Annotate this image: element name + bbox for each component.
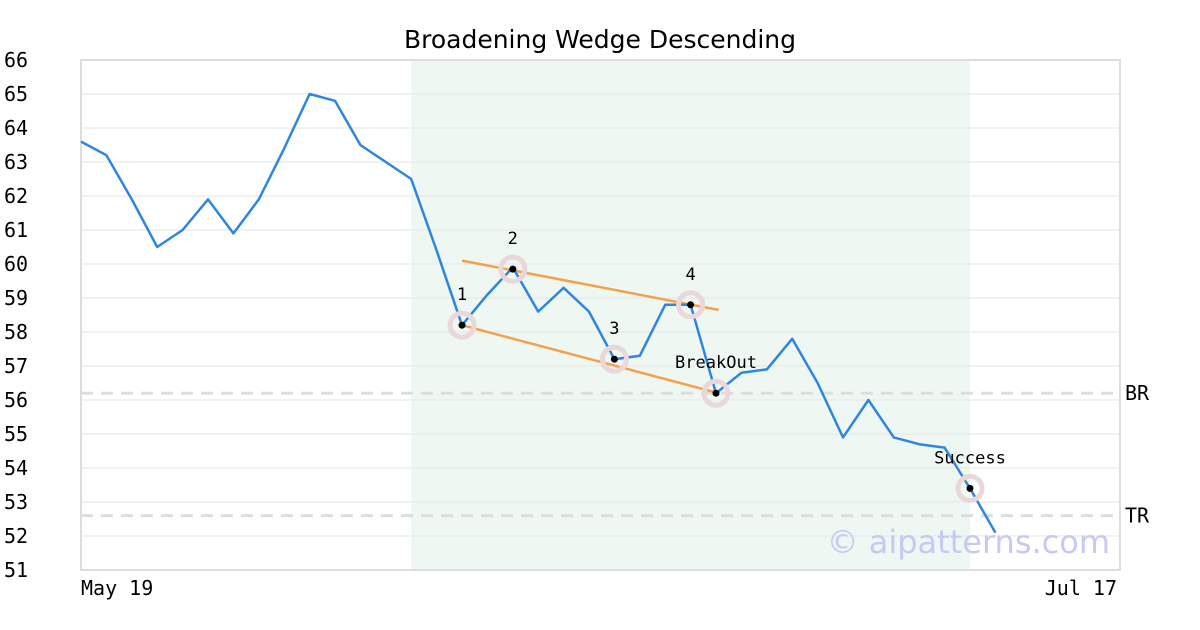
- grid-lines: [81, 59, 1120, 571]
- point-label: 3: [609, 319, 619, 339]
- y-tick-label: 51: [4, 558, 28, 582]
- watermark-text: © aipatterns.com: [827, 523, 1110, 561]
- point-label: Success: [934, 448, 1006, 468]
- price-line: [80, 92, 997, 534]
- point-label: 1: [457, 285, 467, 305]
- y-tick-label: 62: [4, 184, 28, 208]
- reference-label-br: BR: [1125, 381, 1150, 405]
- y-tick-label: 58: [4, 320, 28, 344]
- y-tick-label: 53: [4, 490, 28, 514]
- point-marker: [610, 355, 618, 363]
- point-marker: [509, 265, 517, 273]
- y-tick-label: 54: [4, 456, 28, 480]
- point-halo: [955, 473, 985, 503]
- y-tick-label: 55: [4, 422, 28, 446]
- y-tick-label: 57: [4, 354, 28, 378]
- point-marker: [687, 301, 695, 309]
- y-tick-label: 59: [4, 286, 28, 310]
- trendline: [461, 259, 719, 312]
- y-tick-label: 63: [4, 150, 28, 174]
- y-tick-label: 66: [4, 48, 28, 72]
- y-tick-label: 60: [4, 252, 28, 276]
- point-halo: [498, 254, 528, 284]
- reference-label-tr: TR: [1125, 504, 1150, 528]
- point-marker: [712, 389, 720, 397]
- chart-title: Broadening Wedge Descending: [404, 25, 796, 54]
- point-halo: [599, 344, 629, 374]
- y-tick-label: 52: [4, 524, 28, 548]
- point-label: 2: [508, 229, 518, 249]
- point-halo: [447, 310, 477, 340]
- trendline: [461, 323, 719, 395]
- y-tick-label: 65: [4, 82, 28, 106]
- x-tick-label: Jul 17: [1045, 576, 1117, 600]
- y-tick-label: 61: [4, 218, 28, 242]
- y-tick-label: 64: [4, 116, 28, 140]
- plot-frame: [80, 59, 1121, 571]
- x-tick-label: May 19: [81, 576, 153, 600]
- point-marker: [966, 484, 974, 492]
- y-tick-label: 56: [4, 388, 28, 412]
- point-marker: [458, 321, 466, 329]
- point-label: 4: [685, 265, 695, 285]
- point-halo: [701, 378, 731, 408]
- point-label: BreakOut: [675, 353, 757, 373]
- point-halo: [676, 290, 706, 320]
